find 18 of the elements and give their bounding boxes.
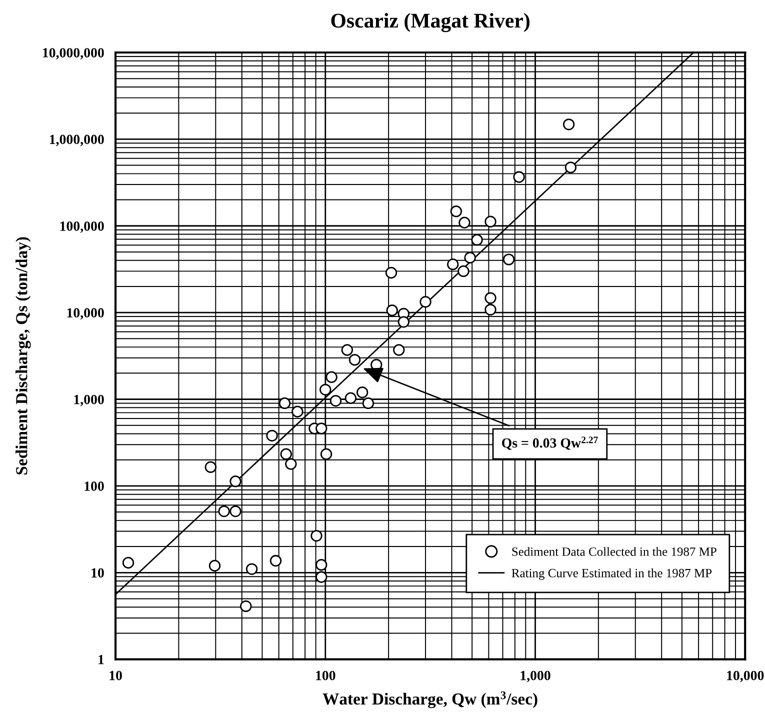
x-tick-label: 10,000 xyxy=(727,670,764,682)
y-tick-label: 1 xyxy=(98,654,104,664)
x-tick-label: 1,000 xyxy=(520,670,550,682)
annotation: Qs = 0.03 Qw$^{2.27}$ xyxy=(502,436,598,450)
y-axis-title: Sediment Discharge, Qs (ton/day) xyxy=(16,237,31,474)
y-tick-label: 1,000 xyxy=(74,394,104,406)
y-tick-label: 10,000 xyxy=(67,308,104,320)
legend-label: Rating Curve Estimated in the 1987 MP xyxy=(512,568,712,580)
y-tick-label: 10 xyxy=(92,568,104,578)
y-tick-label: 1,000,000 xyxy=(50,134,104,146)
x-tick-label: 100 xyxy=(316,670,336,680)
y-tick-label: 10,000,000 xyxy=(43,48,104,60)
chart-title: Oscariz (Magat River) xyxy=(331,13,530,32)
y-tick-label: 100 xyxy=(84,482,104,491)
legend-label: Sediment Data Collected in the 1987 MP xyxy=(512,547,716,556)
y-tick-label: 100,000 xyxy=(60,221,104,233)
x-axis-title: Water Discharge, Qw (m$^{3}$/sec) xyxy=(322,691,538,708)
x-tick-label: 10 xyxy=(110,670,122,680)
